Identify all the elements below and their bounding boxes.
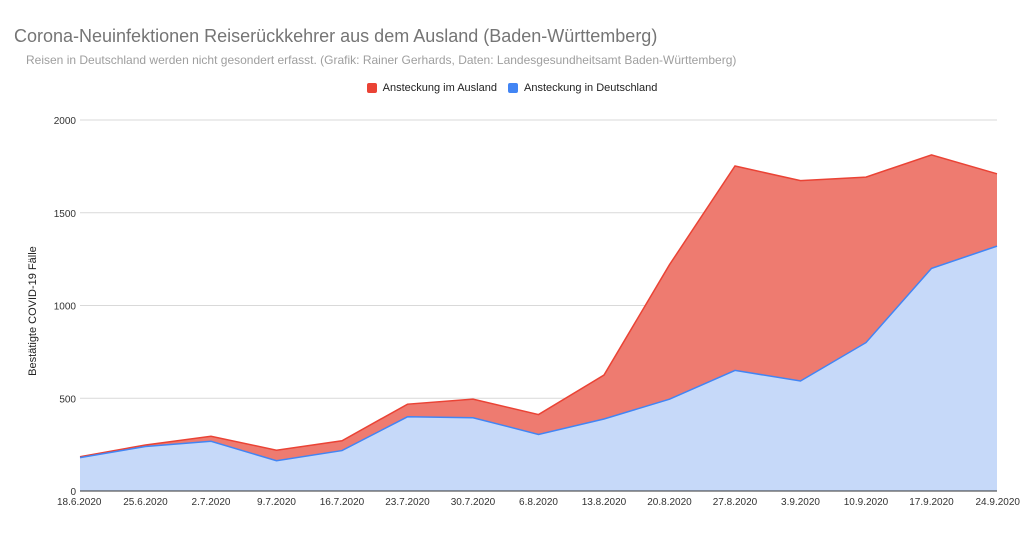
x-tick-label: 30.7.2020 xyxy=(451,497,496,508)
y-tick-label: 1000 xyxy=(54,302,77,313)
line-deutschland xyxy=(79,245,998,462)
x-tick-label: 3.9.2020 xyxy=(781,497,820,508)
x-tick-label: 27.8.2020 xyxy=(713,497,758,508)
x-tick-label: 18.6.2020 xyxy=(57,497,102,508)
legend-label-deutschland: Ansteckung in Deutschland xyxy=(524,82,658,94)
x-tick-label: 24.9.2020 xyxy=(976,497,1021,508)
x-tick-label: 2.7.2020 xyxy=(192,497,231,508)
y-tick-label: 500 xyxy=(59,394,76,405)
area-deutschland xyxy=(80,246,997,491)
chart-title: Corona-Neuinfektionen Reiserückkehrer au… xyxy=(14,26,658,46)
legend-item-ausland[interactable]: Ansteckung im Ausland xyxy=(366,82,497,94)
axes: 0 500 1000 1500 2000 18.6.2020 25.6.2020 2.7.20… xyxy=(54,116,1021,508)
legend-item-deutschland[interactable]: Ansteckung in Deutschland xyxy=(508,82,657,94)
chart-subtitle: Reisen in Deutschland werden nicht geson… xyxy=(26,53,737,67)
x-tick-label: 13.8.2020 xyxy=(582,497,627,508)
legend-swatch-deutschland xyxy=(508,83,519,93)
x-tick-label: 10.9.2020 xyxy=(844,497,889,508)
y-axis-label: Bestätigte COVID-19 Fälle xyxy=(27,246,39,376)
area-series xyxy=(79,154,998,491)
x-tick-label: 16.7.2020 xyxy=(320,497,365,508)
chart-legend: Ansteckung im Ausland Ansteckung in Deut… xyxy=(0,82,1024,96)
x-tick-label: 23.7.2020 xyxy=(385,497,430,508)
x-tick-label: 20.8.2020 xyxy=(647,497,692,508)
y-tick-label: 2000 xyxy=(54,116,77,127)
legend-swatch-ausland xyxy=(366,83,377,93)
area-ausland xyxy=(80,154,997,461)
y-tick-label: 1500 xyxy=(54,209,77,220)
x-tick-label: 17.9.2020 xyxy=(909,497,954,508)
y-tick-label: 0 xyxy=(70,487,76,498)
line-ausland xyxy=(79,154,998,458)
legend-label-ausland: Ansteckung im Ausland xyxy=(382,82,497,94)
x-tick-label: 25.6.2020 xyxy=(123,497,168,508)
x-tick-label: 9.7.2020 xyxy=(257,497,296,508)
x-tick-label: 6.8.2020 xyxy=(519,497,558,508)
